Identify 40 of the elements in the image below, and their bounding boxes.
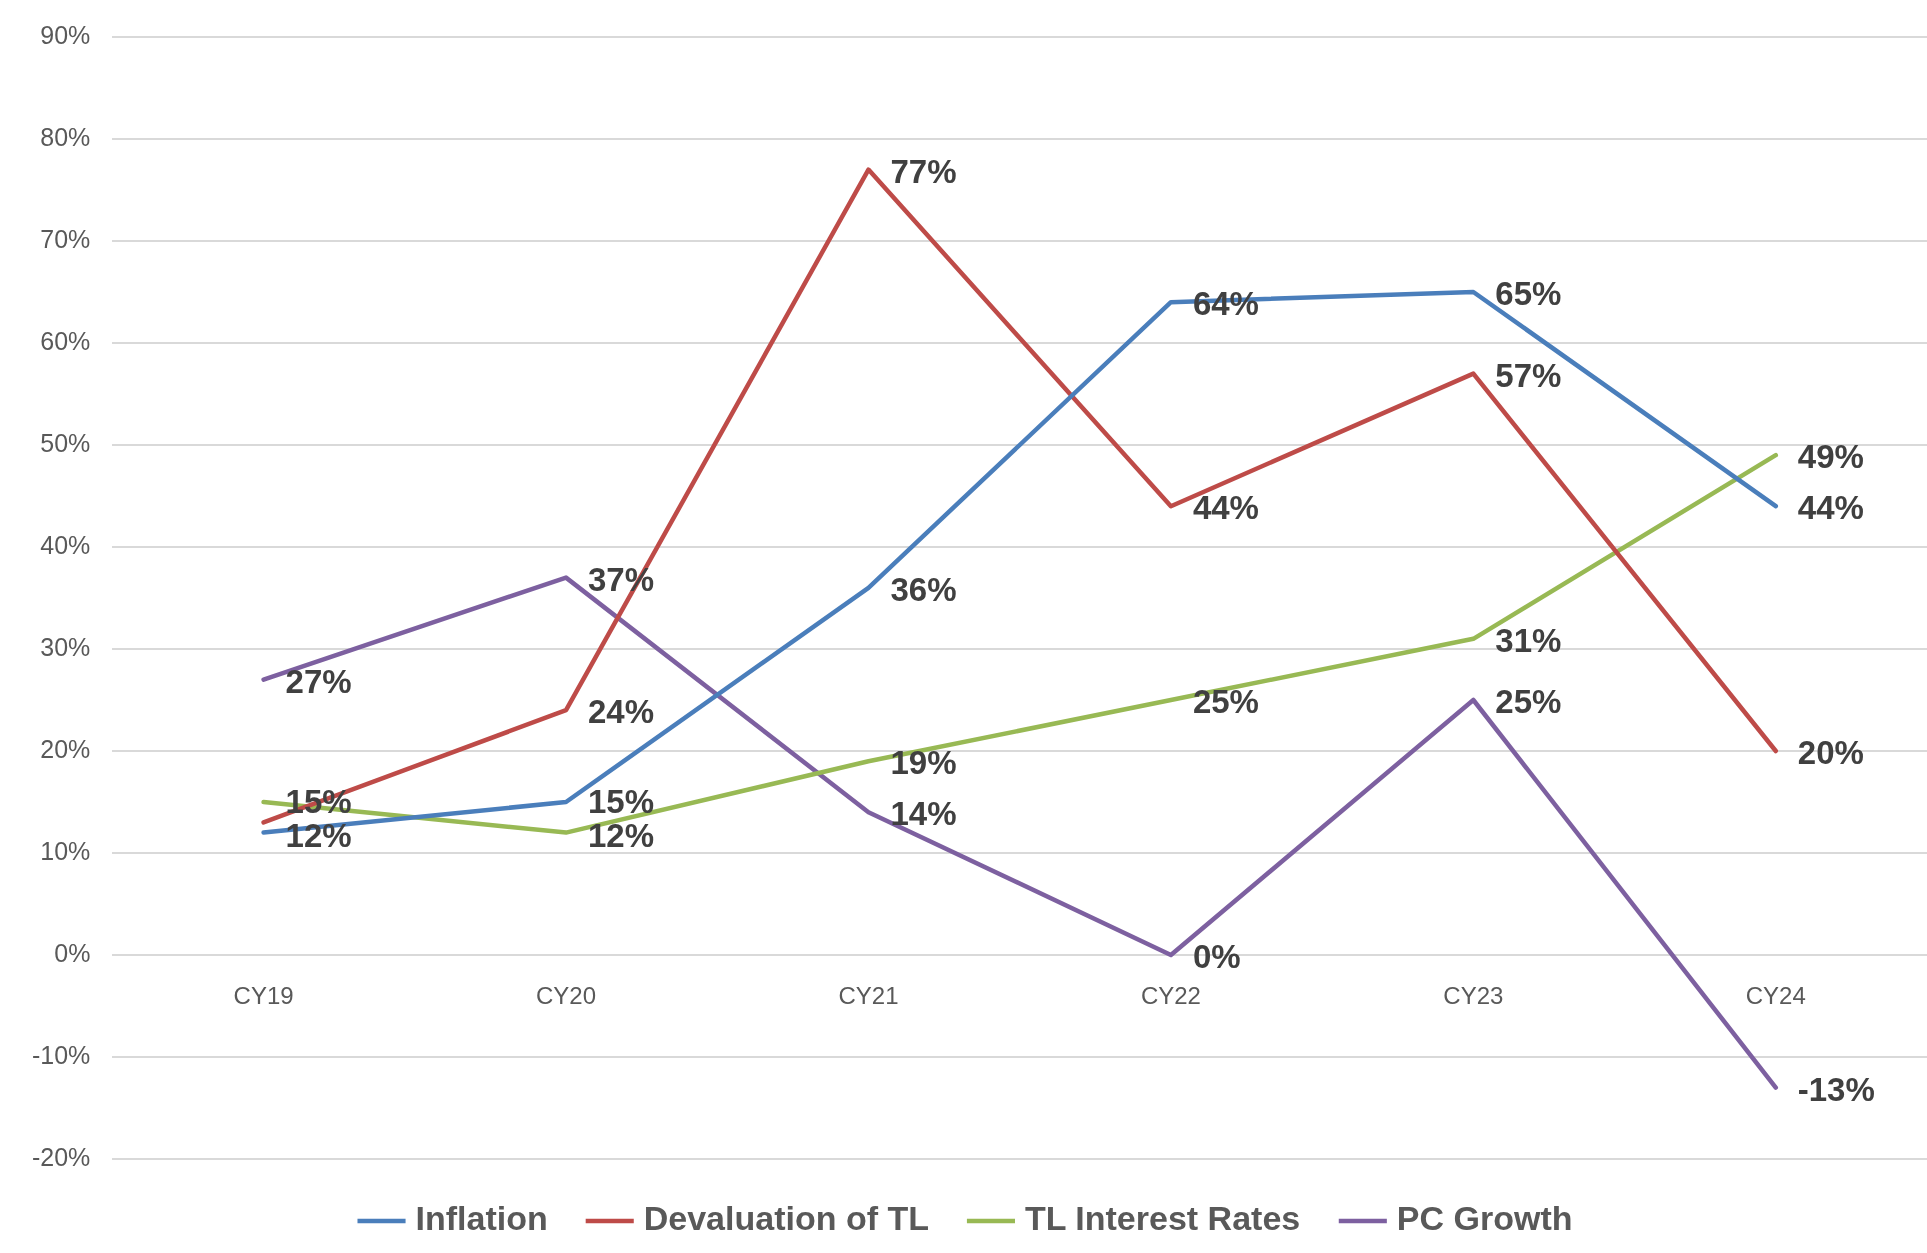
data-label: 27%	[285, 662, 352, 700]
y-tick-label: -10%	[31, 1040, 91, 1069]
legend-label: TL Interest Rates	[1024, 1199, 1301, 1238]
data-label: 24%	[588, 693, 655, 731]
data-label: 12%	[285, 817, 352, 855]
legend-label: Devaluation of TL	[643, 1199, 929, 1238]
data-label: 36%	[890, 570, 957, 608]
data-label: 0%	[1192, 938, 1241, 976]
data-label: 25%	[1495, 683, 1562, 721]
x-tick-label: CY19	[233, 982, 294, 1010]
data-label: 57%	[1495, 356, 1562, 394]
y-tick-label: 60%	[40, 326, 91, 355]
y-tick-label: 20%	[40, 734, 91, 763]
data-label: 44%	[1192, 489, 1259, 527]
data-label: 25%	[1192, 683, 1259, 721]
x-tick-label: CY22	[1140, 982, 1201, 1010]
y-tick-label: 50%	[40, 428, 91, 457]
x-tick-label: CY24	[1745, 982, 1806, 1010]
data-label: 14%	[890, 795, 957, 833]
legend-label: PC Growth	[1396, 1199, 1573, 1238]
y-tick-label: 0%	[54, 938, 91, 967]
data-label: 77%	[890, 152, 957, 190]
y-tick-label: 40%	[40, 530, 91, 559]
legend-label: Inflation	[415, 1199, 548, 1238]
data-label: 49%	[1797, 438, 1864, 476]
y-tick-label: 90%	[40, 20, 91, 49]
x-tick-label: CY21	[838, 982, 899, 1010]
y-tick-label: 10%	[40, 836, 91, 865]
y-tick-label: 70%	[40, 224, 91, 253]
x-tick-label: CY20	[536, 982, 597, 1010]
x-tick-label: CY23	[1443, 982, 1504, 1010]
y-tick-label: 30%	[40, 632, 91, 661]
data-label: 44%	[1797, 489, 1864, 527]
y-tick-label: -20%	[31, 1142, 91, 1171]
data-label: 19%	[890, 744, 957, 782]
y-tick-label: 80%	[40, 122, 91, 151]
data-label: 31%	[1495, 621, 1562, 659]
data-label: 65%	[1495, 275, 1562, 313]
data-label: -13%	[1797, 1070, 1875, 1108]
data-label: 20%	[1797, 734, 1864, 772]
